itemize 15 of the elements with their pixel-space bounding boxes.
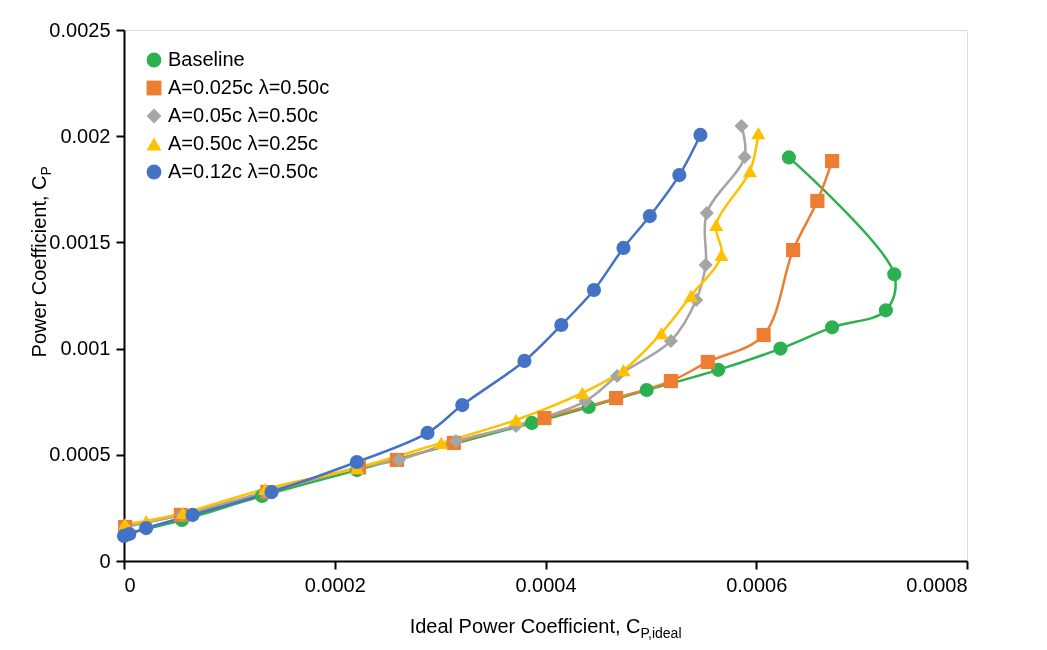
- x-tick-label: 0: [124, 573, 136, 596]
- y-tick-label: 0.002: [60, 124, 111, 147]
- legend-label: Baseline: [168, 48, 245, 70]
- y-tick-label: 0.0025: [49, 18, 111, 41]
- y-tick-label: 0: [99, 549, 111, 572]
- y-tick-label: 0.001: [60, 337, 111, 360]
- legend-label: A=0.05c λ=0.50c: [168, 104, 319, 126]
- legend-label: A=0.50c λ=0.25c: [168, 132, 319, 154]
- x-tick-label: 0.0006: [726, 573, 788, 596]
- legend-label: A=0.025c λ=0.50c: [168, 76, 330, 98]
- x-tick-label: 0.0008: [906, 573, 968, 596]
- y-tick-label: 0.0005: [49, 443, 111, 466]
- legend-label: A=0.12c λ=0.50c: [168, 160, 319, 182]
- x-tick-label: 0.0004: [515, 573, 577, 596]
- x-tick-label: 0.0002: [304, 573, 366, 596]
